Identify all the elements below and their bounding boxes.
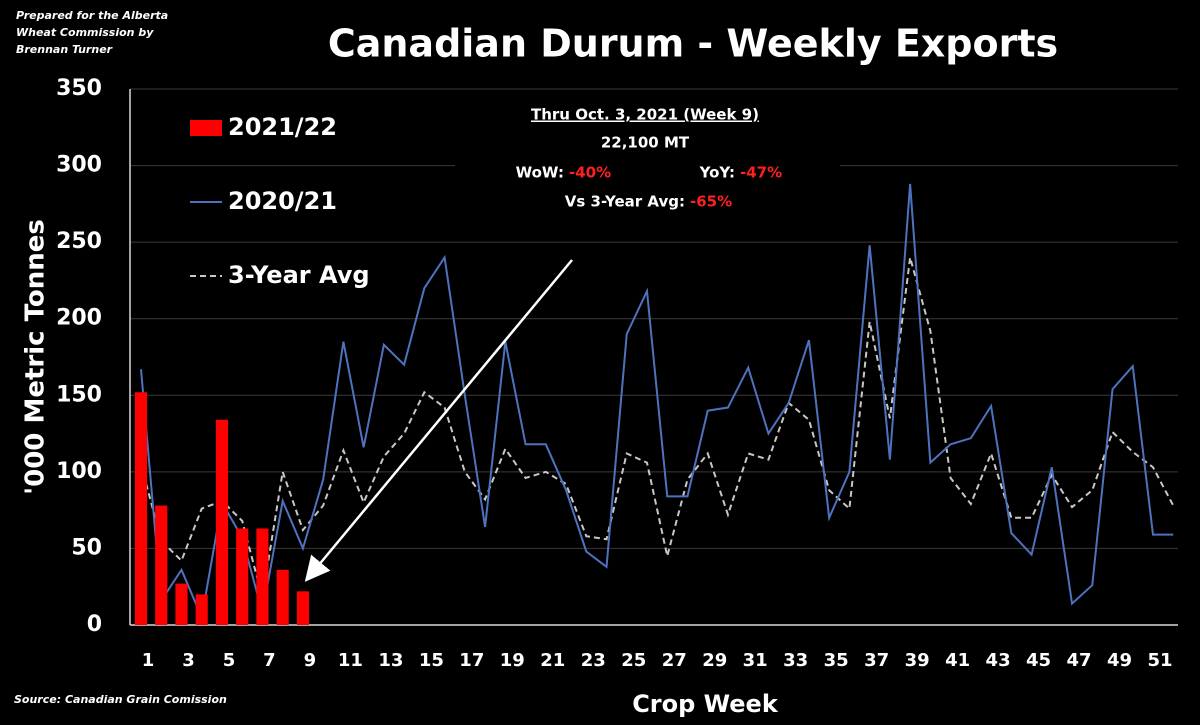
- x-tick-label: 25: [621, 650, 646, 671]
- x-tick-label: 11: [338, 650, 363, 671]
- bar: [296, 591, 309, 625]
- avg-label: Vs 3-Year Avg:: [565, 193, 685, 211]
- x-axis-label: Crop Week: [632, 690, 779, 718]
- x-tick-label: 27: [662, 650, 687, 671]
- x-tick-label: 37: [864, 650, 889, 671]
- x-tick-label: 19: [500, 650, 525, 671]
- bar: [195, 594, 208, 625]
- series-line: [140, 183, 1174, 621]
- yoy-value: -47%: [740, 164, 782, 182]
- y-tick-label: 150: [56, 382, 102, 407]
- bar: [134, 392, 148, 625]
- bar: [175, 583, 188, 625]
- prepared-by: Prepared for the Alberta Wheat Commissio…: [16, 9, 168, 56]
- prepared-line: Wheat Commission by: [16, 26, 154, 39]
- bar: [256, 528, 269, 625]
- source: Source: Canadian Grain Comission: [14, 693, 227, 706]
- x-tick-label: 51: [1147, 650, 1172, 671]
- y-tick-label: 100: [56, 459, 102, 484]
- y-tick-label: 250: [56, 229, 102, 254]
- arrow: [304, 259, 573, 582]
- x-tick-label: 49: [1107, 650, 1132, 671]
- x-tick-label: 41: [945, 650, 970, 671]
- bar: [155, 505, 168, 625]
- wow-label: WoW:: [516, 164, 564, 182]
- summary-heading: Thru Oct. 3, 2021 (Week 9): [531, 106, 759, 124]
- x-tick-label: 9: [304, 650, 317, 671]
- bar: [276, 569, 289, 625]
- legend: 2021/22 2020/21 3-Year Avg: [190, 113, 370, 289]
- legend-label: 3-Year Avg: [228, 261, 370, 289]
- x-tick-label: 33: [783, 650, 808, 671]
- wow-value: -40%: [569, 164, 611, 182]
- x-tick-label: 31: [743, 650, 768, 671]
- x-tick-label: 23: [581, 650, 606, 671]
- x-tick-label: 29: [702, 650, 727, 671]
- summary: Thru Oct. 3, 2021 (Week 9) 22,100 MT WoW…: [516, 106, 783, 211]
- bar: [215, 419, 229, 625]
- x-tick-label: 13: [378, 650, 403, 671]
- y-tick-label: 0: [87, 612, 102, 637]
- legend-swatch: [190, 120, 222, 136]
- chart-title: Canadian Durum - Weekly Exports: [328, 22, 1058, 66]
- x-tick-label: 21: [540, 650, 565, 671]
- bar: [236, 528, 249, 625]
- x-tick-label: 47: [1067, 650, 1092, 671]
- x-tick-label: 1: [142, 650, 155, 671]
- y-tick-label: 200: [56, 306, 102, 331]
- x-tick-label: 7: [263, 650, 276, 671]
- y-tick-label: 300: [56, 153, 102, 178]
- x-tick-label: 43: [986, 650, 1011, 671]
- marks: [134, 183, 1175, 625]
- y-axis-label: '000 Metric Tonnes: [21, 219, 51, 495]
- legend-label: 2020/21: [228, 187, 337, 215]
- avg-value: -65%: [690, 193, 732, 211]
- y-tick-label: 50: [71, 535, 102, 560]
- x-tick-label: 35: [824, 650, 849, 671]
- x-tick-label: 45: [1026, 650, 1051, 671]
- x-tick-label: 3: [182, 650, 195, 671]
- x-tick-label: 15: [419, 650, 444, 671]
- series-line: [140, 257, 1175, 598]
- summary-box: [455, 100, 840, 240]
- x-tick-label: 5: [223, 650, 236, 671]
- prepared-line: Brennan Turner: [16, 43, 113, 56]
- legend-label: 2021/22: [228, 113, 337, 141]
- summary-total: 22,100 MT: [601, 134, 690, 152]
- x-tick-label: 39: [905, 650, 930, 671]
- x-tick-label: 17: [459, 650, 484, 671]
- y-tick-label: 350: [56, 76, 102, 101]
- yoy-label: YoY:: [699, 164, 735, 182]
- prepared-line: Prepared for the Alberta: [16, 9, 168, 22]
